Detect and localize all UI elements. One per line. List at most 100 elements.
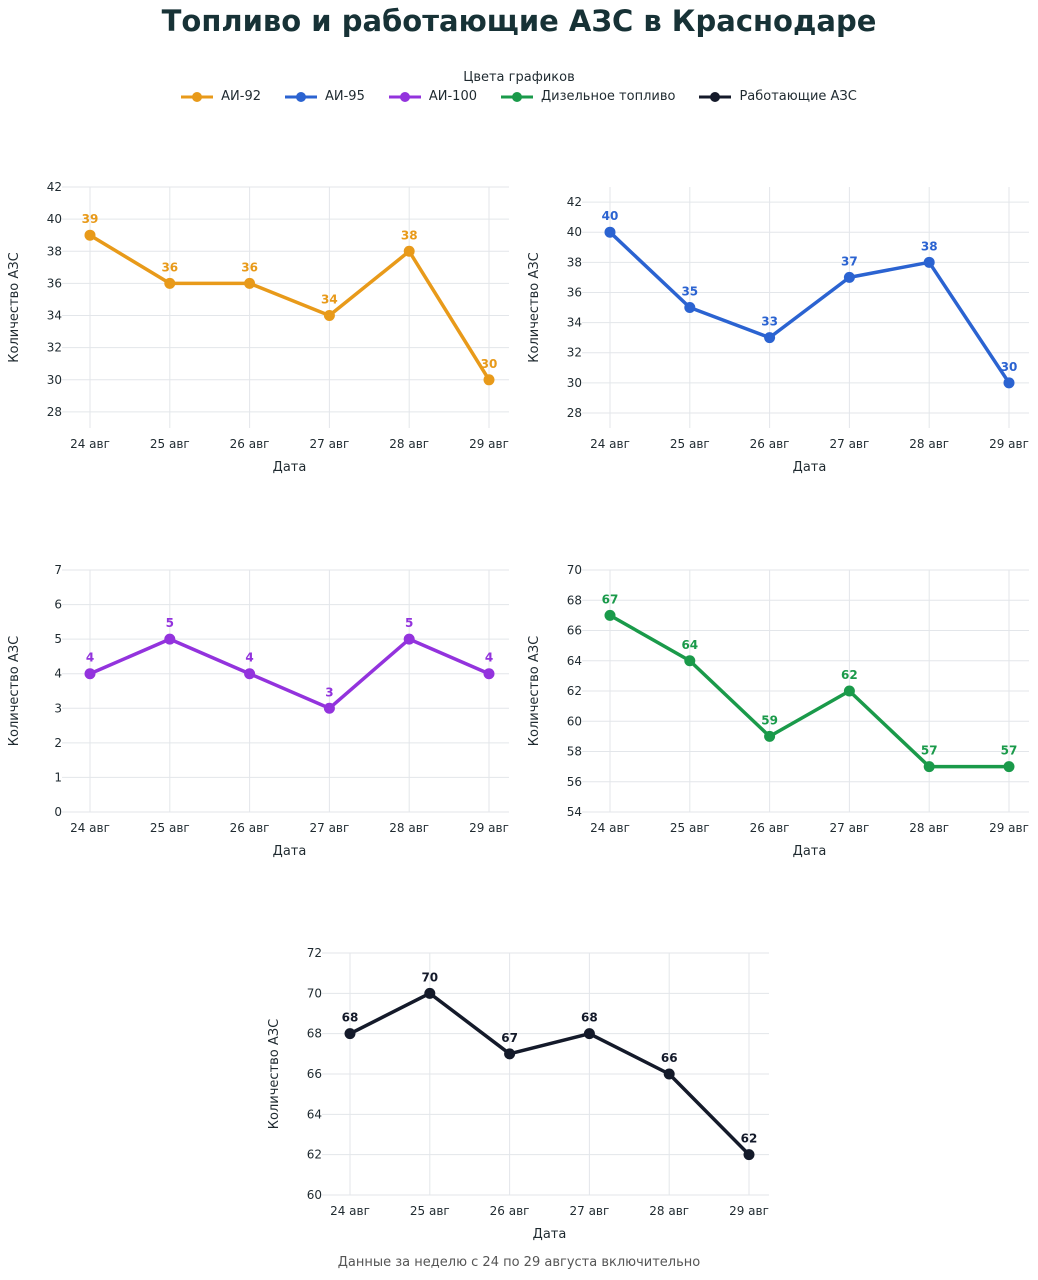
y-tick-label: 70 — [307, 986, 322, 1000]
y-tick-label: 68 — [567, 593, 582, 607]
x-axis-label: Дата — [793, 844, 827, 859]
x-tick-label: 29 авг — [729, 1204, 769, 1218]
chart-panel-1: 28 30 32 34 36 38 40 42 24 авг 25 авг 26 авг 27 авг… — [7, 180, 509, 475]
series-line — [349, 991, 751, 1156]
data-label: 30 — [1001, 360, 1018, 374]
chart-panel-3: 0 1 2 3 4 5 6 7 24 авг 25 авг 26 авг 27 авг 28 авг 29… — [7, 563, 509, 859]
y-tick-label: 60 — [567, 714, 582, 728]
y-tick-label: 6 — [54, 598, 62, 612]
y-tick-label: 4 — [54, 667, 62, 681]
data-point — [403, 633, 415, 645]
x-tick-label: 29 авг — [469, 437, 509, 451]
y-tick-label: 30 — [567, 376, 582, 390]
y-tick-label: 70 — [567, 563, 582, 577]
data-label: 4 — [86, 651, 94, 665]
y-tick-label: 32 — [47, 341, 62, 355]
page-title: Топливо и работающие АЗС в Краснодаре — [161, 4, 877, 38]
data-point — [403, 245, 415, 257]
legend-swatch — [388, 91, 421, 102]
x-tick-label: 28 авг — [909, 821, 949, 835]
legend-swatch — [285, 91, 317, 102]
data-point — [684, 655, 696, 667]
data-label: 59 — [761, 713, 778, 727]
data-point — [1003, 761, 1015, 773]
data-label: 40 — [602, 209, 619, 223]
x-tick-label: 28 авг — [909, 437, 949, 451]
data-point — [583, 1028, 595, 1040]
y-tick-label: 40 — [567, 225, 582, 239]
y-tick-label: 62 — [567, 684, 582, 698]
legend-label: Дизельное топливо — [540, 89, 676, 104]
y-tick-label: 2 — [54, 736, 62, 750]
legend-label: АИ-92 — [221, 89, 261, 104]
data-label: 66 — [661, 1051, 678, 1065]
x-tick-label: 24 авг — [590, 821, 630, 835]
data-point — [663, 1068, 675, 1080]
y-tick-label: 38 — [47, 244, 62, 258]
data-point — [764, 332, 776, 344]
data-label: 39 — [82, 212, 99, 226]
data-label: 5 — [405, 616, 413, 630]
x-tick-label: 27 авг — [309, 437, 349, 451]
data-label: 64 — [681, 638, 698, 652]
data-point — [764, 730, 776, 742]
data-point — [164, 633, 176, 645]
data-point — [424, 987, 436, 999]
legend-item: АИ-100 — [388, 89, 477, 104]
x-tick-label: 29 авг — [469, 821, 509, 835]
data-label: 62 — [841, 668, 858, 682]
y-tick-label: 56 — [567, 775, 582, 789]
y-tick-label: 40 — [47, 212, 62, 226]
y-tick-label: 64 — [307, 1107, 322, 1121]
y-tick-label: 1 — [54, 770, 62, 784]
data-label: 3 — [325, 685, 333, 699]
x-tick-label: 27 авг — [569, 1204, 609, 1218]
series-line — [89, 233, 491, 381]
y-tick-label: 34 — [567, 316, 582, 330]
x-tick-label: 27 авг — [309, 821, 349, 835]
x-tick-label: 25 авг — [150, 437, 190, 451]
y-tick-label: 34 — [47, 309, 62, 323]
data-label: 33 — [761, 315, 778, 329]
y-tick-label: 62 — [307, 1148, 322, 1162]
data-point — [244, 277, 256, 289]
x-tick-label: 28 авг — [389, 437, 429, 451]
x-tick-label: 24 авг — [70, 437, 110, 451]
legend-item: АИ-95 — [285, 89, 365, 104]
data-label: 70 — [421, 970, 438, 984]
x-tick-label: 25 авг — [670, 437, 710, 451]
legend-label: Работающие АЗС — [739, 89, 857, 104]
y-tick-label: 32 — [567, 346, 582, 360]
data-point — [84, 668, 96, 680]
y-tick-label: 58 — [567, 745, 582, 759]
data-label: 36 — [241, 260, 258, 274]
x-axis-label: Дата — [533, 1227, 567, 1242]
series-line — [89, 637, 490, 711]
y-tick-label: 30 — [47, 373, 62, 387]
data-label: 35 — [681, 285, 698, 299]
data-point — [504, 1048, 516, 1060]
data-label: 4 — [245, 651, 253, 665]
data-point — [164, 277, 176, 289]
chart-panel-2: 28 30 32 34 36 38 40 42 24 авг 25 авг 26 авг 27 авг… — [527, 187, 1029, 475]
data-point — [843, 685, 855, 697]
x-tick-label: 24 авг — [330, 1204, 370, 1218]
data-label: 62 — [741, 1132, 758, 1146]
y-tick-label: 66 — [567, 624, 582, 638]
series-line — [609, 613, 1009, 769]
data-point — [923, 761, 935, 773]
legend-swatch — [500, 91, 533, 102]
data-label: 38 — [921, 239, 938, 253]
data-label: 37 — [841, 254, 858, 268]
y-axis-label: Количество АЗС — [527, 252, 542, 362]
y-axis-label: Количество АЗС — [7, 252, 22, 362]
data-point — [483, 668, 495, 680]
x-axis-label: Дата — [273, 844, 307, 859]
data-point — [684, 302, 696, 313]
y-axis-label: Количество АЗС — [527, 636, 542, 746]
data-point — [84, 229, 96, 241]
y-tick-label: 68 — [307, 1027, 322, 1041]
legend-label: АИ-95 — [325, 89, 365, 104]
legend-item: Работающие АЗС — [699, 89, 857, 104]
